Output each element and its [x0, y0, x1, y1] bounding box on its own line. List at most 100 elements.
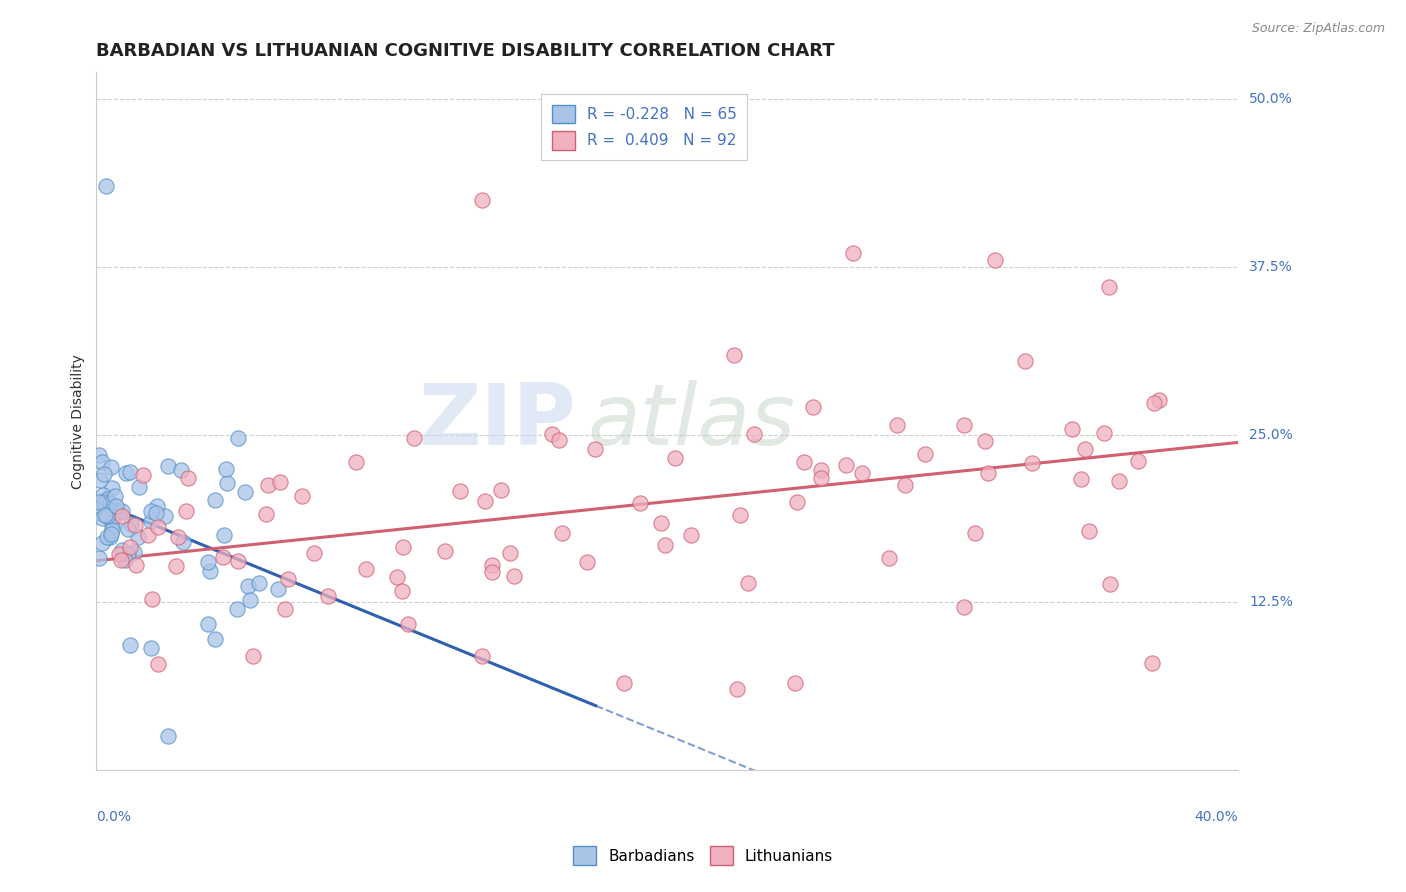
Point: [1014, 353, 1036, 368]
Point: [100, 526, 122, 541]
Point: [974, 434, 997, 449]
Point: [613, 675, 636, 690]
Text: 50.0%: 50.0%: [1249, 92, 1294, 106]
Point: [125, 558, 148, 573]
Point: [541, 426, 564, 441]
Point: [1074, 442, 1097, 456]
Point: [141, 591, 163, 606]
Point: [145, 506, 167, 520]
Point: [170, 463, 193, 477]
Point: [90, 455, 112, 469]
Point: [664, 450, 686, 465]
Point: [93, 487, 115, 501]
Point: [122, 545, 145, 559]
Point: [273, 601, 295, 615]
Point: [302, 546, 325, 560]
Point: [104, 499, 127, 513]
Point: [965, 525, 987, 540]
Point: [204, 632, 226, 646]
Point: [354, 562, 377, 576]
Point: [103, 489, 125, 503]
Point: [127, 530, 149, 544]
Text: 37.5%: 37.5%: [1249, 260, 1294, 274]
Point: [742, 427, 765, 442]
Point: [166, 530, 188, 544]
Point: [503, 569, 526, 583]
Point: [236, 579, 259, 593]
Point: [156, 729, 179, 743]
Point: [481, 558, 503, 573]
Point: [103, 510, 125, 524]
Point: [111, 509, 134, 524]
Point: [481, 565, 503, 579]
Point: [952, 599, 974, 614]
Point: [793, 455, 815, 469]
Point: [489, 483, 512, 498]
Point: [914, 447, 936, 461]
Point: [835, 458, 858, 472]
Point: [156, 458, 179, 473]
Point: [391, 583, 413, 598]
Point: [396, 617, 419, 632]
Point: [124, 517, 146, 532]
Point: [177, 471, 200, 485]
Point: [239, 592, 262, 607]
Point: [886, 418, 908, 433]
Text: Source: ZipAtlas.com: Source: ZipAtlas.com: [1251, 22, 1385, 36]
Point: [94, 508, 117, 523]
Point: [786, 495, 808, 509]
Point: [575, 556, 598, 570]
Point: [810, 463, 832, 477]
Point: [89, 473, 111, 487]
Point: [215, 461, 238, 475]
Point: [226, 554, 249, 568]
Point: [654, 538, 676, 552]
Point: [1098, 280, 1121, 294]
Point: [801, 400, 824, 414]
Point: [267, 582, 290, 596]
Point: [471, 648, 494, 663]
Point: [172, 535, 194, 549]
Point: [550, 526, 572, 541]
Point: [1062, 421, 1084, 435]
Point: [785, 675, 807, 690]
Point: [226, 431, 249, 445]
Point: [98, 530, 121, 544]
Text: 40.0%: 40.0%: [1194, 810, 1237, 824]
Point: [387, 570, 409, 584]
Point: [499, 546, 522, 560]
Point: [242, 649, 264, 664]
Legend: Barbadians, Lithuanians: Barbadians, Lithuanians: [567, 840, 839, 871]
Point: [450, 483, 472, 498]
Point: [650, 516, 672, 531]
Point: [141, 514, 163, 528]
Point: [96, 491, 118, 506]
Point: [153, 508, 176, 523]
Point: [728, 508, 751, 522]
Point: [146, 499, 169, 513]
Point: [976, 467, 998, 481]
Point: [111, 542, 134, 557]
Point: [225, 602, 247, 616]
Point: [139, 503, 162, 517]
Point: [212, 549, 235, 564]
Point: [877, 550, 900, 565]
Point: [128, 480, 150, 494]
Point: [630, 496, 652, 510]
Text: 25.0%: 25.0%: [1249, 427, 1294, 442]
Point: [146, 657, 169, 672]
Point: [1070, 472, 1092, 486]
Point: [1140, 656, 1163, 670]
Point: [1143, 395, 1166, 409]
Point: [120, 541, 142, 555]
Point: [198, 564, 221, 578]
Text: 0.0%: 0.0%: [97, 810, 131, 824]
Point: [118, 465, 141, 479]
Y-axis label: Cognitive Disability: Cognitive Disability: [72, 354, 86, 489]
Point: [96, 179, 118, 194]
Point: [392, 540, 415, 554]
Point: [141, 640, 163, 655]
Point: [103, 509, 125, 524]
Point: [197, 617, 219, 632]
Point: [108, 547, 131, 561]
